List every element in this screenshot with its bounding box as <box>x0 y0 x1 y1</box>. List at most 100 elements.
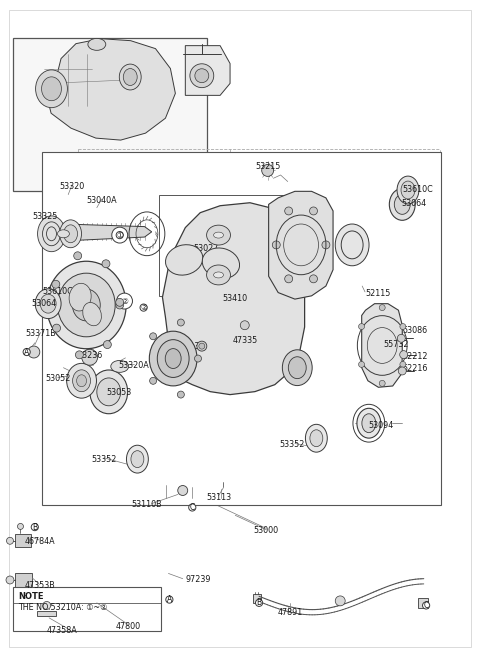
Circle shape <box>310 207 317 215</box>
Text: 47800: 47800 <box>115 622 141 631</box>
Ellipse shape <box>97 378 120 406</box>
Ellipse shape <box>58 273 115 337</box>
Text: 53110B: 53110B <box>132 501 162 509</box>
Text: B: B <box>256 599 262 607</box>
Circle shape <box>398 367 406 375</box>
Ellipse shape <box>131 451 144 468</box>
Text: 47891: 47891 <box>277 608 303 617</box>
Ellipse shape <box>69 283 91 311</box>
Circle shape <box>140 304 147 311</box>
Ellipse shape <box>206 265 230 285</box>
Text: 53113: 53113 <box>206 493 231 501</box>
Text: 53215: 53215 <box>255 162 280 171</box>
Ellipse shape <box>47 261 126 349</box>
Ellipse shape <box>149 331 197 386</box>
Text: B: B <box>32 522 37 532</box>
Text: 97239: 97239 <box>185 576 211 585</box>
Circle shape <box>322 241 330 249</box>
Circle shape <box>310 275 317 283</box>
Ellipse shape <box>305 424 327 452</box>
Circle shape <box>379 380 385 386</box>
Ellipse shape <box>72 289 100 321</box>
Polygon shape <box>253 595 262 603</box>
Circle shape <box>285 275 293 283</box>
Text: 53410: 53410 <box>223 294 248 303</box>
Circle shape <box>23 348 30 355</box>
Circle shape <box>150 377 156 384</box>
Text: ①: ① <box>116 231 123 240</box>
Polygon shape <box>15 534 31 547</box>
Bar <box>42 152 442 505</box>
Ellipse shape <box>60 220 82 248</box>
Circle shape <box>75 351 84 359</box>
Text: 53064: 53064 <box>32 299 57 308</box>
Circle shape <box>82 350 97 365</box>
Ellipse shape <box>67 363 96 398</box>
Circle shape <box>400 323 406 330</box>
Text: 53052: 53052 <box>45 374 71 383</box>
Text: ②: ② <box>140 303 147 312</box>
Text: 53325: 53325 <box>33 212 58 221</box>
Text: 53352: 53352 <box>91 455 117 464</box>
Circle shape <box>43 601 51 610</box>
Text: 52216: 52216 <box>402 365 428 373</box>
Text: 53040A: 53040A <box>86 196 117 205</box>
Text: A: A <box>24 348 29 357</box>
Ellipse shape <box>214 232 224 238</box>
Ellipse shape <box>72 370 91 392</box>
Polygon shape <box>418 598 428 608</box>
Ellipse shape <box>88 38 106 51</box>
Circle shape <box>240 321 249 330</box>
Ellipse shape <box>77 374 86 387</box>
Circle shape <box>31 524 38 531</box>
Circle shape <box>116 298 124 306</box>
Polygon shape <box>269 191 333 299</box>
Polygon shape <box>42 224 152 241</box>
Text: ①: ① <box>116 231 123 240</box>
Ellipse shape <box>341 231 363 259</box>
Ellipse shape <box>394 194 410 214</box>
Text: 53352: 53352 <box>280 440 305 449</box>
Ellipse shape <box>111 361 129 373</box>
Text: ②: ② <box>121 296 128 306</box>
Polygon shape <box>185 45 230 95</box>
Text: 53027: 53027 <box>193 244 218 254</box>
Ellipse shape <box>37 216 65 252</box>
Ellipse shape <box>58 230 70 238</box>
Text: 47335: 47335 <box>232 336 257 345</box>
Ellipse shape <box>126 445 148 473</box>
Ellipse shape <box>165 349 181 369</box>
Circle shape <box>116 231 123 238</box>
Circle shape <box>255 599 263 606</box>
Polygon shape <box>162 203 305 395</box>
Circle shape <box>53 324 60 332</box>
Text: 53610C: 53610C <box>42 287 73 296</box>
Polygon shape <box>221 487 225 495</box>
Ellipse shape <box>288 357 306 378</box>
Circle shape <box>400 361 406 367</box>
Circle shape <box>166 596 173 603</box>
Text: NOTE: NOTE <box>18 592 44 600</box>
Circle shape <box>422 602 430 609</box>
Ellipse shape <box>357 408 381 438</box>
Ellipse shape <box>310 430 323 447</box>
Ellipse shape <box>335 224 369 266</box>
Ellipse shape <box>401 181 415 199</box>
Ellipse shape <box>166 244 203 275</box>
Text: 53094: 53094 <box>369 420 394 430</box>
Polygon shape <box>362 304 402 387</box>
Circle shape <box>397 334 405 342</box>
Text: 47358A: 47358A <box>47 625 77 635</box>
Ellipse shape <box>206 225 230 245</box>
Circle shape <box>335 596 345 606</box>
Text: 46784A: 46784A <box>24 537 55 546</box>
Circle shape <box>112 227 128 243</box>
Circle shape <box>7 537 13 544</box>
Circle shape <box>116 301 124 309</box>
Circle shape <box>197 341 207 351</box>
Text: C: C <box>423 601 429 610</box>
Text: 55732: 55732 <box>383 340 408 349</box>
Circle shape <box>17 524 24 530</box>
Circle shape <box>178 486 188 495</box>
Ellipse shape <box>36 70 67 108</box>
